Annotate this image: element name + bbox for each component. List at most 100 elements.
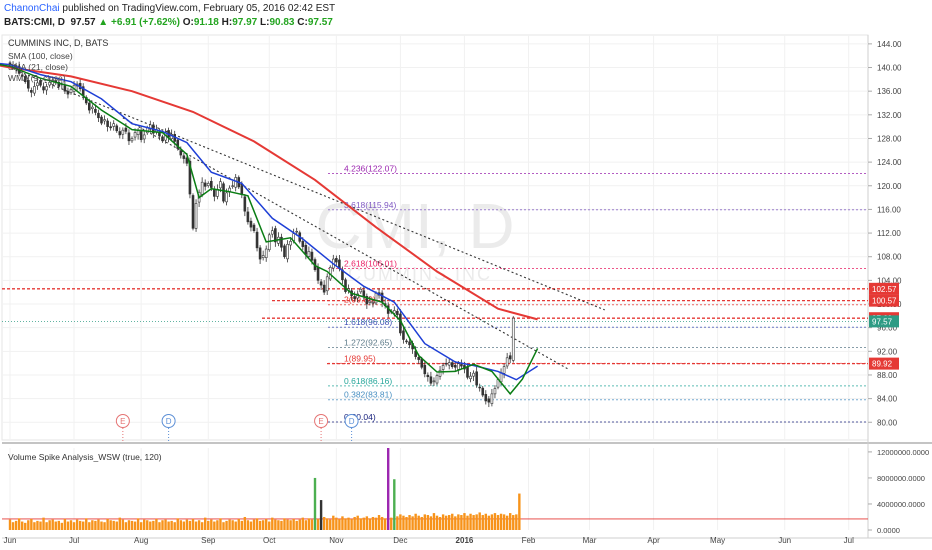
candle-body (511, 317, 515, 361)
candle (475, 366, 478, 388)
price-tick-label: 120.00 (877, 182, 902, 191)
volume-bar (8, 519, 12, 530)
volume-bar (414, 513, 417, 530)
candle (130, 136, 134, 143)
fib-level-label: 0(80.04) (344, 412, 376, 422)
candle (405, 338, 408, 344)
volume-bar (63, 518, 67, 530)
volume-bar (460, 515, 463, 530)
volume-bar (66, 521, 70, 530)
candle (505, 352, 509, 369)
volume-bar (216, 520, 219, 530)
candle (286, 240, 289, 263)
candle-body (396, 310, 399, 315)
candle (280, 233, 283, 252)
candle (441, 362, 445, 375)
candle-body (435, 375, 439, 384)
volume-bar (286, 519, 289, 530)
candle (176, 137, 180, 151)
candle (258, 245, 262, 264)
candle-body (149, 124, 152, 130)
watermark-symbol: CMI, D (315, 190, 514, 262)
candle-body (33, 86, 36, 94)
candle (325, 273, 329, 295)
candle-body (502, 366, 506, 374)
volume-bar (274, 519, 277, 530)
candle-body (304, 244, 308, 255)
candle (487, 396, 491, 408)
volume-bar (502, 514, 506, 530)
price-tick-label: 84.00 (877, 395, 898, 404)
volume-bar (313, 477, 317, 530)
candle (127, 129, 131, 146)
candle (216, 184, 219, 200)
volume-bar (454, 516, 457, 530)
candle-body (493, 388, 497, 395)
volume-bar (481, 515, 484, 530)
open-value: 91.18 (193, 17, 219, 28)
candle (484, 390, 488, 405)
open-label: O: (182, 17, 194, 28)
price-tick-label: 132.00 (877, 111, 902, 120)
time-tick-label: 2016 (456, 536, 474, 545)
volume-bar (109, 520, 112, 530)
volume-bar (319, 500, 323, 530)
event-marker (115, 414, 130, 428)
candle-body (362, 290, 366, 297)
volume-bar (30, 518, 33, 530)
volume-bar (475, 514, 478, 530)
volume-bar (457, 514, 460, 530)
author-link[interactable]: ChanonChai (4, 3, 60, 14)
close-value: 97.57 (307, 17, 333, 28)
last-price: 97.57 (70, 17, 96, 28)
candle-body (219, 181, 222, 189)
candle-body (115, 125, 119, 132)
volume-bar (280, 520, 283, 530)
candle (112, 120, 115, 131)
candle-body (176, 139, 180, 149)
time-tick-label: Jun (778, 536, 791, 545)
volume-bar (301, 517, 304, 530)
candle-body (490, 393, 494, 404)
candle-body (246, 211, 250, 223)
candle-body (295, 230, 299, 233)
volume-bar (405, 516, 408, 530)
candle-body (426, 374, 430, 378)
candle (335, 255, 338, 267)
candle (121, 127, 125, 140)
candle (283, 243, 286, 259)
volume-bar (121, 519, 125, 530)
candle-body (231, 185, 234, 187)
candle (69, 87, 73, 95)
price-tick-label: 112.00 (877, 229, 901, 238)
volume-bar (408, 515, 411, 530)
candle-body (243, 196, 247, 212)
indicator-legend: WMA (9, close) (8, 73, 66, 83)
candle-body (444, 363, 448, 365)
volume-bar (484, 513, 487, 530)
candle-body (325, 276, 329, 292)
candle-body (100, 116, 103, 124)
volume-bar (78, 520, 82, 530)
volume-bar (14, 520, 18, 530)
candle (368, 296, 372, 306)
price-tick-label: 108.00 (877, 253, 902, 262)
candle-body (255, 231, 259, 249)
last-price-tag (869, 315, 899, 328)
price-tick-label: 88.00 (877, 371, 898, 380)
volume-bar (75, 519, 79, 530)
candle-body (249, 220, 253, 228)
price-axis-tag-label: 102.57 (872, 285, 897, 294)
series-line (0, 62, 539, 381)
time-tick-label: Nov (329, 536, 343, 545)
volume-bar (143, 519, 146, 530)
volume-bar (36, 520, 39, 530)
candle-body (234, 177, 237, 188)
volume-bar (207, 520, 210, 530)
time-tick-label: Jul (69, 536, 79, 545)
price-tick-label: 144.00 (877, 40, 902, 49)
volume-bar (219, 518, 222, 530)
candle-body (316, 267, 320, 281)
volume-bar (518, 493, 521, 530)
